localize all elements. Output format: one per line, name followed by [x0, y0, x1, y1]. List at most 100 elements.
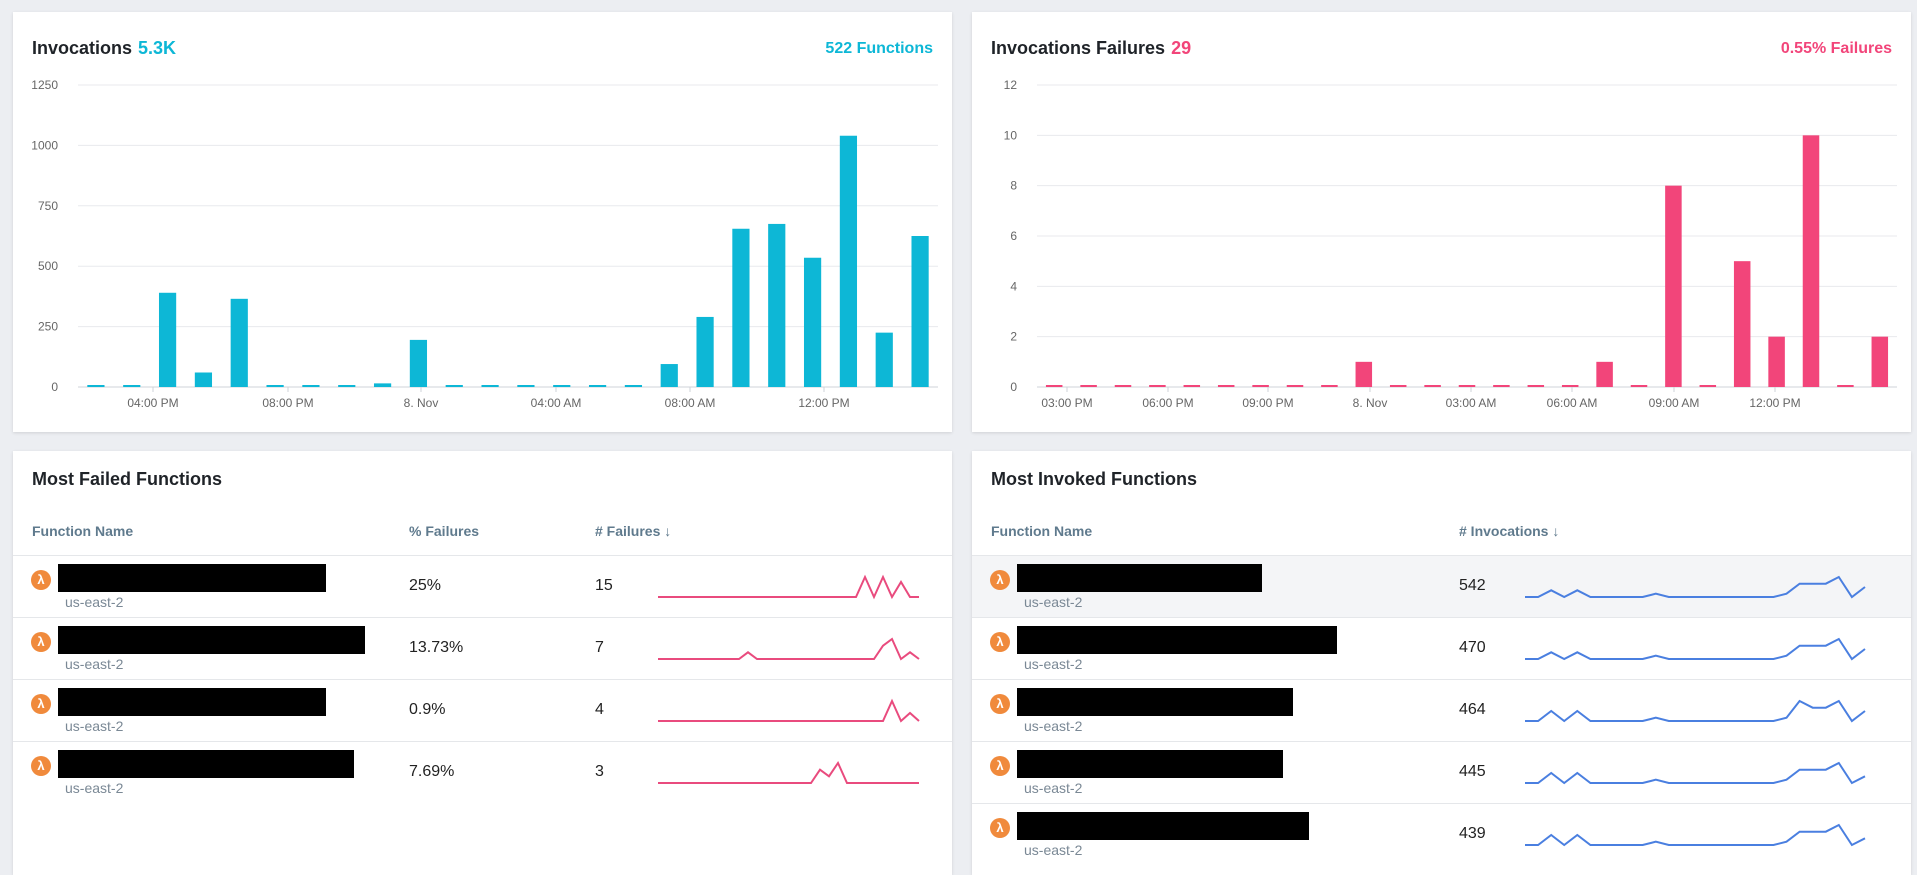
bar[interactable] — [1802, 135, 1820, 387]
y-tick-label: 12 — [1004, 78, 1018, 92]
function-name-redacted[interactable] — [1017, 750, 1283, 778]
sparkline-path — [658, 574, 919, 600]
failure-count: 4 — [595, 701, 604, 718]
bar[interactable] — [1149, 385, 1166, 387]
bar[interactable] — [839, 135, 858, 387]
table-row[interactable]: λ us-east-2 0.9% 4 — [13, 679, 952, 742]
function-name-redacted[interactable] — [58, 626, 365, 654]
bar[interactable] — [911, 236, 929, 387]
table-row[interactable]: λ us-east-2 25% 15 — [13, 555, 952, 618]
bar[interactable] — [1114, 385, 1132, 387]
bar[interactable] — [588, 385, 607, 387]
lambda-icon: λ — [990, 818, 1010, 838]
bar[interactable] — [230, 298, 248, 387]
function-name-redacted[interactable] — [1017, 688, 1293, 716]
lambda-icon: λ — [31, 632, 51, 652]
bar[interactable] — [624, 385, 643, 387]
bar[interactable] — [481, 385, 499, 387]
bar[interactable] — [1768, 336, 1785, 387]
invocation-count: 542 — [1459, 577, 1486, 594]
failures-title: Invocations Failures 29 — [991, 38, 1191, 59]
function-region: us-east-2 — [65, 780, 124, 796]
bar[interactable] — [1699, 385, 1717, 387]
table-row[interactable]: λ us-east-2 542 — [972, 555, 1911, 618]
bar[interactable] — [1596, 361, 1613, 387]
bar[interactable] — [875, 332, 893, 387]
bar[interactable] — [1458, 385, 1476, 387]
function-region: us-east-2 — [1024, 718, 1083, 734]
col-num-invocations[interactable]: # Invocations ↓ — [1459, 523, 1560, 539]
bar[interactable] — [1286, 385, 1304, 387]
failure-percent: 0.9% — [409, 701, 446, 718]
function-name-redacted[interactable] — [1017, 626, 1337, 654]
bar[interactable] — [768, 223, 786, 387]
sparkline — [658, 698, 920, 723]
lambda-icon: λ — [990, 570, 1010, 590]
table-row[interactable]: λ us-east-2 439 — [972, 803, 1911, 866]
bar[interactable] — [373, 383, 392, 387]
function-name-redacted[interactable] — [1017, 564, 1262, 592]
bar[interactable] — [1183, 385, 1201, 387]
bar[interactable] — [1630, 385, 1648, 387]
bar[interactable] — [445, 385, 463, 387]
bar[interactable] — [409, 339, 428, 387]
bar[interactable] — [517, 385, 535, 387]
bar[interactable] — [1733, 261, 1751, 387]
y-tick-label: 0 — [51, 380, 58, 394]
sparkline — [1525, 637, 1866, 661]
bar[interactable] — [302, 385, 320, 387]
col-pct-failures[interactable]: % Failures — [409, 523, 480, 539]
table-row[interactable]: λ us-east-2 7.69% 3 — [13, 741, 952, 804]
bar[interactable] — [1424, 385, 1441, 387]
bar[interactable] — [1045, 385, 1063, 387]
sparkline-path — [658, 760, 919, 784]
bar[interactable] — [732, 228, 750, 387]
bar[interactable] — [696, 316, 714, 387]
col-function-name[interactable]: Function Name — [32, 523, 134, 539]
bar[interactable] — [1493, 385, 1510, 387]
sparkline — [1525, 699, 1866, 723]
function-name-redacted[interactable] — [58, 688, 326, 716]
table-row[interactable]: λ us-east-2 470 — [972, 617, 1911, 680]
bar[interactable] — [1355, 361, 1373, 387]
sparkline-path — [658, 637, 920, 661]
function-name-redacted[interactable] — [1017, 812, 1309, 840]
bar[interactable] — [1527, 385, 1545, 387]
function-name-redacted[interactable] — [58, 750, 354, 778]
functions-count-link[interactable]: 522 Functions — [825, 40, 933, 57]
bar[interactable] — [158, 292, 177, 387]
bar[interactable] — [1321, 385, 1338, 387]
bar[interactable] — [1871, 336, 1889, 387]
bar[interactable] — [1217, 385, 1235, 387]
col-function-name[interactable]: Function Name — [991, 523, 1093, 539]
x-tick-label: 03:00 PM — [1041, 396, 1092, 410]
failures-title-label: Invocations Failures — [991, 38, 1166, 58]
table-row[interactable]: λ us-east-2 445 — [972, 741, 1911, 804]
bar[interactable] — [123, 385, 141, 387]
bar[interactable] — [1837, 385, 1854, 387]
bar[interactable] — [1389, 385, 1407, 387]
x-tick-label: 06:00 AM — [1547, 396, 1598, 410]
failure-rate-link[interactable]: 0.55% Failures — [1780, 40, 1892, 57]
table-row[interactable]: λ us-east-2 464 — [972, 679, 1911, 742]
most-failed-title: Most Failed Functions — [32, 469, 223, 489]
lambda-icon: λ — [990, 694, 1010, 714]
bar[interactable] — [553, 385, 571, 387]
table-row[interactable]: λ us-east-2 13.73% 7 — [13, 617, 952, 680]
bar[interactable] — [1252, 385, 1269, 387]
bar[interactable] — [1080, 385, 1097, 387]
bar[interactable] — [1665, 185, 1682, 387]
col-num-failures[interactable]: # Failures ↓ — [595, 523, 672, 539]
bar[interactable] — [338, 385, 356, 387]
bar[interactable] — [660, 364, 678, 387]
bar[interactable] — [266, 385, 284, 387]
bar[interactable] — [194, 372, 213, 387]
x-tick-label: 12:00 PM — [1749, 396, 1800, 410]
bar[interactable] — [803, 257, 822, 387]
function-name-redacted[interactable] — [58, 564, 326, 592]
function-region: us-east-2 — [1024, 842, 1083, 858]
bar[interactable] — [1561, 385, 1579, 387]
lambda-icon: λ — [31, 570, 51, 590]
invocations-title: Invocations 5.3K — [32, 38, 176, 59]
bar[interactable] — [87, 385, 105, 387]
